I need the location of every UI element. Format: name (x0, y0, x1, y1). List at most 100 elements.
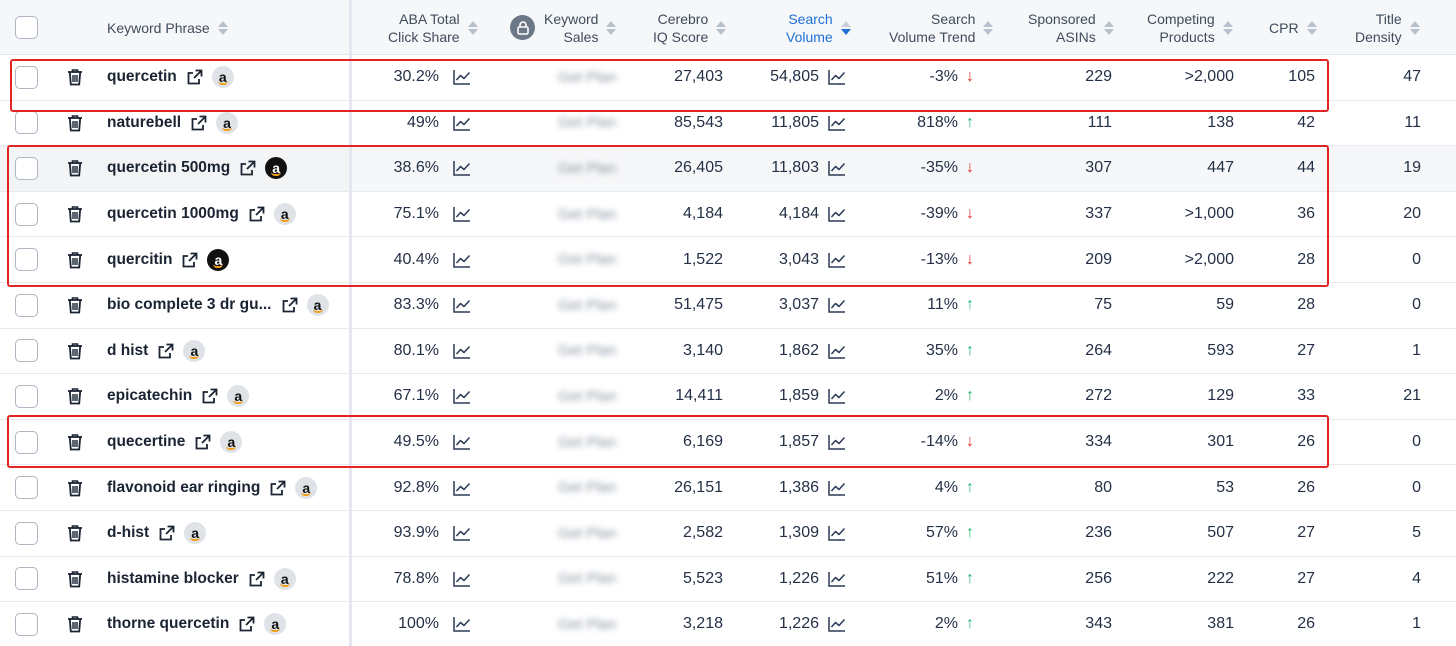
trend-chart-icon[interactable] (828, 69, 846, 86)
external-link-icon[interactable] (157, 342, 175, 360)
keyword-sales-locked-value[interactable]: Get Plan (558, 296, 617, 314)
row-checkbox[interactable] (15, 339, 38, 363)
header-keyword-phrase[interactable]: Keyword Phrase (107, 0, 228, 55)
keyword-sales-locked-value[interactable]: Get Plan (558, 251, 617, 269)
trash-icon[interactable] (67, 433, 83, 451)
keyword-text[interactable]: quecertine (107, 433, 186, 451)
external-link-icon[interactable] (248, 205, 266, 223)
trend-chart-icon[interactable] (453, 388, 471, 405)
amazon-icon[interactable]: a (273, 203, 296, 226)
trend-chart-icon[interactable] (828, 571, 846, 587)
header-aba-click-share[interactable]: ABA Total Click Share (388, 0, 478, 55)
trash-icon[interactable] (67, 296, 83, 314)
external-link-icon[interactable] (158, 524, 176, 542)
amazon-icon[interactable]: a (265, 157, 288, 180)
trend-chart-icon[interactable] (828, 434, 846, 450)
table-row[interactable]: histamine blocker a 78.8% Get Plan 5,523 1,22… (0, 556, 1456, 603)
trend-chart-icon[interactable] (828, 343, 846, 359)
header-competing-products[interactable]: Competing Products (1147, 0, 1233, 55)
table-row[interactable]: bio complete 3 dr gu... a 83.3% Get Plan 51,… (0, 283, 1456, 329)
trend-chart-icon[interactable] (453, 206, 471, 222)
row-checkbox[interactable] (15, 476, 38, 500)
table-row[interactable]: naturebell a 49% Get Plan 85,543 11,805 818% ↑ 1… (0, 100, 1456, 147)
amazon-icon[interactable]: a (306, 294, 329, 317)
amazon-icon[interactable]: a (216, 111, 239, 134)
external-link-icon[interactable] (190, 114, 208, 132)
trash-icon[interactable] (67, 251, 83, 269)
trend-chart-icon[interactable] (453, 525, 471, 542)
trend-chart-icon[interactable] (453, 160, 471, 177)
table-row[interactable]: quercetin a 30.2% Get Plan 27,403 54,805 -3% ↓ 2… (0, 55, 1456, 101)
keyword-text[interactable]: d-hist (107, 524, 150, 542)
keyword-text[interactable]: quercetin 500mg (107, 159, 231, 177)
trend-chart-icon[interactable] (828, 115, 846, 131)
sort-icon[interactable] (1103, 20, 1114, 36)
sort-desc-icon[interactable] (840, 20, 851, 36)
keyword-text[interactable]: naturebell (107, 113, 182, 131)
sort-icon[interactable] (983, 20, 994, 36)
trend-chart-icon[interactable] (828, 616, 846, 633)
trend-chart-icon[interactable] (453, 434, 471, 450)
table-row[interactable]: thorne quercetin a 100% Get Plan 3,218 1,226 2… (0, 602, 1456, 646)
keyword-sales-locked-value[interactable]: Get Plan (558, 114, 617, 132)
sort-icon[interactable] (716, 20, 727, 36)
row-checkbox[interactable] (15, 384, 38, 408)
amazon-icon[interactable]: a (220, 431, 243, 454)
trash-icon[interactable] (67, 114, 83, 132)
header-cerebro-iq-score[interactable]: Cerebro IQ Score (653, 0, 727, 55)
amazon-icon[interactable]: a (227, 385, 250, 408)
amazon-icon[interactable]: a (273, 567, 296, 590)
trend-chart-icon[interactable] (828, 388, 846, 405)
external-link-icon[interactable] (186, 68, 204, 86)
table-row[interactable]: quercetin 1000mg a 75.1% Get Plan 4,184 4,184… (0, 191, 1456, 238)
trend-chart-icon[interactable] (453, 480, 471, 496)
table-row[interactable]: d-hist a 93.9% Get Plan 2,582 1,309 57% ↑ 236 507… (0, 511, 1456, 557)
sort-icon[interactable] (217, 20, 228, 36)
external-link-icon[interactable] (181, 251, 199, 269)
table-row[interactable]: quecertine a 49.5% Get Plan 6,169 1,857 -14% ↓ 3… (0, 419, 1456, 466)
row-checkbox[interactable] (15, 111, 38, 135)
trend-chart-icon[interactable] (828, 252, 846, 268)
row-checkbox[interactable] (15, 430, 38, 454)
keyword-text[interactable]: bio complete 3 dr gu... (107, 296, 272, 314)
trend-chart-icon[interactable] (828, 480, 846, 496)
keyword-text[interactable]: d hist (107, 341, 149, 359)
trash-icon[interactable] (67, 205, 83, 223)
trend-chart-icon[interactable] (828, 160, 846, 177)
keyword-text[interactable]: quercitin (107, 250, 173, 268)
external-link-icon[interactable] (281, 296, 299, 314)
keyword-sales-locked-value[interactable]: Get Plan (558, 205, 617, 223)
trend-chart-icon[interactable] (453, 571, 471, 587)
header-sponsored-asins[interactable]: Sponsored ASINs (1028, 0, 1114, 55)
keyword-sales-locked-value[interactable]: Get Plan (558, 479, 617, 497)
trend-chart-icon[interactable] (453, 343, 471, 359)
external-link-icon[interactable] (194, 433, 212, 451)
amazon-icon[interactable]: a (183, 339, 206, 362)
select-all-checkbox[interactable] (15, 16, 38, 39)
external-link-icon[interactable] (269, 479, 287, 497)
trend-chart-icon[interactable] (828, 297, 846, 314)
trend-chart-icon[interactable] (453, 297, 471, 314)
external-link-icon[interactable] (201, 387, 219, 405)
table-row[interactable]: quercetin 500mg a 38.6% Get Plan 26,405 11,80… (0, 146, 1456, 192)
frozen-column-divider[interactable] (349, 0, 352, 646)
row-checkbox[interactable] (15, 156, 38, 180)
keyword-sales-locked-value[interactable]: Get Plan (558, 524, 617, 542)
keyword-text[interactable]: quercetin 1000mg (107, 205, 239, 223)
trash-icon[interactable] (67, 159, 83, 177)
keyword-sales-locked-value[interactable]: Get Plan (558, 433, 617, 451)
amazon-icon[interactable]: a (184, 522, 207, 545)
row-checkbox[interactable] (15, 248, 38, 272)
amazon-icon[interactable]: a (207, 248, 230, 271)
trash-icon[interactable] (67, 615, 83, 633)
external-link-icon[interactable] (248, 570, 266, 588)
keyword-text[interactable]: thorne quercetin (107, 615, 230, 633)
table-row[interactable]: epicatechin a 67.1% Get Plan 14,411 1,859 2% ↑ 2… (0, 374, 1456, 420)
keyword-text[interactable]: quercetin (107, 68, 177, 86)
row-checkbox[interactable] (15, 521, 38, 545)
external-link-icon[interactable] (238, 615, 256, 633)
keyword-text[interactable]: epicatechin (107, 387, 193, 405)
external-link-icon[interactable] (239, 159, 257, 177)
header-keyword-sales[interactable]: Keyword Sales (510, 0, 617, 55)
keyword-sales-locked-value[interactable]: Get Plan (558, 387, 617, 405)
